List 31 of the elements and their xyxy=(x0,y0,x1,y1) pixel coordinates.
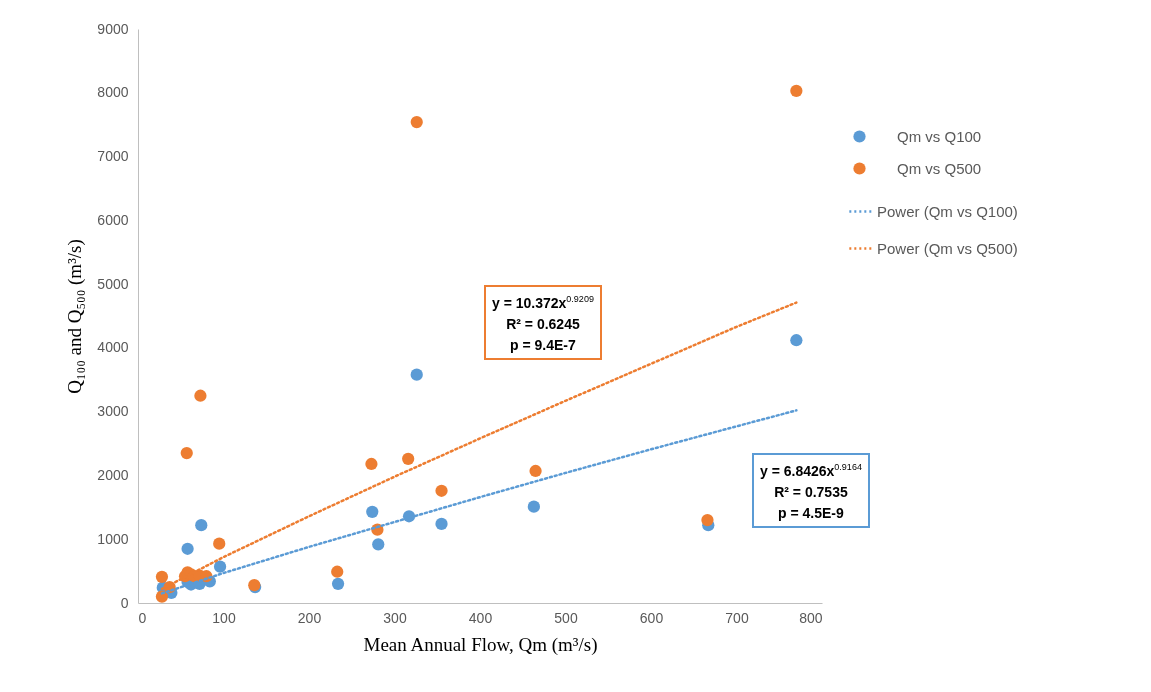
x-tick-label: 700 xyxy=(725,609,749,626)
x-tick-label: 600 xyxy=(639,609,664,626)
y-axis-title: Q₁₀₀ and Q₅₀₀ (m³/s) xyxy=(64,239,87,394)
x-tick-label: 800 xyxy=(799,609,823,626)
annotation: y = 10.372x$^{0.9209}$ xyxy=(492,293,594,313)
x-axis-title: Mean Annual Flow, Qm (m³/s) xyxy=(363,633,598,656)
y-tick-label: 2000 xyxy=(97,466,129,483)
annotation: p = 4.5E-9 xyxy=(777,503,845,523)
y-tick-label: 8000 xyxy=(97,84,129,101)
legend-label: Qm vs Q500 xyxy=(897,159,982,177)
x-tick-label: 100 xyxy=(212,609,236,626)
annotation: R² = 0.7535 xyxy=(773,482,849,502)
y-tick-label: 3000 xyxy=(97,403,129,420)
y-tick-label: 6000 xyxy=(97,211,129,228)
annotation: y = 6.8426x$^{0.9164}$ xyxy=(760,461,862,481)
y-tick-label: 9000 xyxy=(97,20,129,37)
y-tick-label: 5000 xyxy=(97,275,129,292)
legend-label: Power (Qm vs Q100) xyxy=(877,202,1018,220)
y-tick-label: 0 xyxy=(120,594,129,611)
x-tick-label: 300 xyxy=(383,609,407,626)
x-tick-label: 500 xyxy=(554,609,578,626)
legend-label: Power (Qm vs Q500) xyxy=(877,239,1018,257)
legend-label: Qm vs Q100 xyxy=(897,127,982,145)
annotation: R² = 0.6245 xyxy=(505,314,581,334)
annotation: p = 9.4E-7 xyxy=(509,335,577,355)
x-tick-label: 200 xyxy=(297,609,322,626)
y-tick-label: 7000 xyxy=(97,148,129,165)
y-tick-label: 1000 xyxy=(97,530,129,547)
x-tick-label: 400 xyxy=(468,609,493,626)
x-tick-label: 0 xyxy=(138,609,147,626)
y-tick-label: 4000 xyxy=(97,339,129,356)
